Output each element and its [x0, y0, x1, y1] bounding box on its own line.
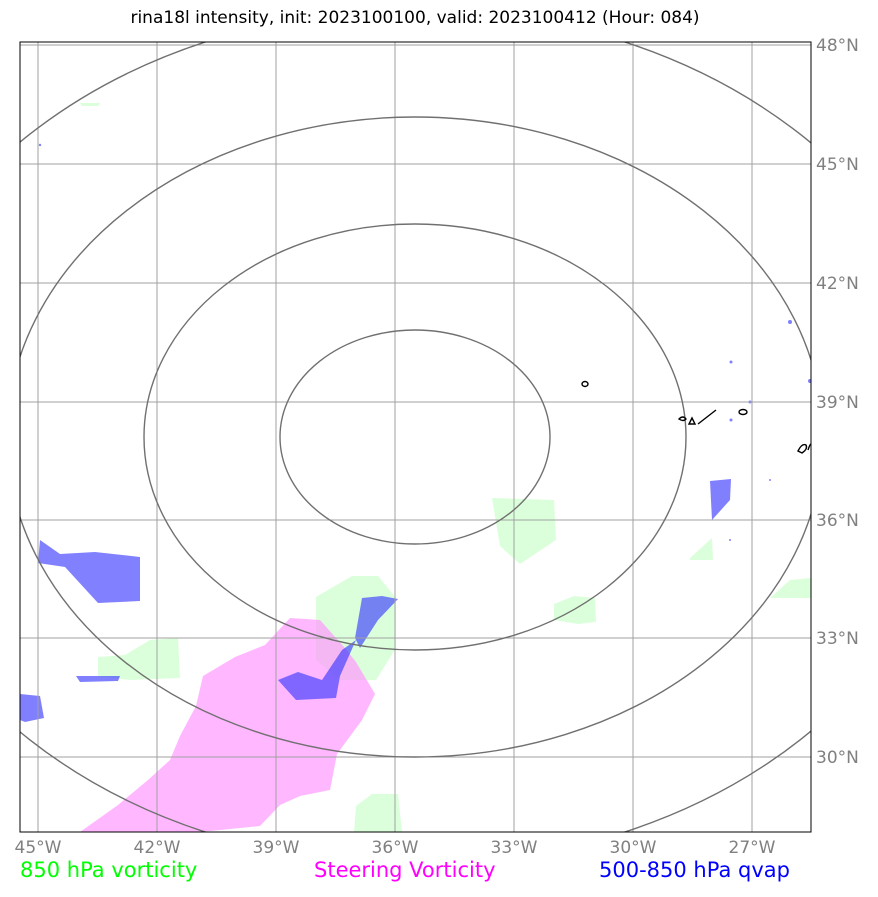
legend-steering-vorticity: Steering Vorticity	[314, 858, 496, 882]
legend-850-vorticity: 850 hPa vorticity	[20, 858, 198, 882]
plot-frame	[19, 41, 812, 833]
y-tick-label: 45°N	[816, 155, 859, 175]
x-axis-labels: 45°W 42°W 39°W 36°W 33°W 30°W 27°W	[15, 838, 776, 858]
y-tick-label: 39°N	[816, 393, 859, 413]
y-tick-label: 48°N	[816, 36, 859, 56]
x-tick-label: 45°W	[15, 838, 62, 858]
y-axis-labels: 48°N 45°N 42°N 39°N 36°N 33°N 30°N	[816, 36, 859, 768]
x-tick-label: 42°W	[134, 838, 181, 858]
x-tick-label: 36°W	[372, 838, 419, 858]
legend-qvap: 500-850 hPa qvap	[599, 858, 790, 882]
qvap-layer	[20, 143, 811, 722]
y-tick-label: 30°N	[816, 748, 859, 768]
x-tick-label: 30°W	[610, 838, 657, 858]
intensity-contours	[581, 380, 811, 454]
graticule	[20, 42, 811, 832]
x-tick-label: 27°W	[729, 838, 776, 858]
x-tick-label: 33°W	[491, 838, 538, 858]
y-tick-label: 33°N	[816, 629, 859, 649]
x-tick-label: 39°W	[253, 838, 300, 858]
map-title: rina18l intensity, init: 2023100100, val…	[130, 8, 700, 28]
steering-vorticity-layer	[80, 618, 375, 832]
y-tick-label: 42°N	[816, 274, 859, 294]
y-tick-label: 36°N	[816, 511, 859, 531]
distance-rings	[20, 42, 811, 832]
